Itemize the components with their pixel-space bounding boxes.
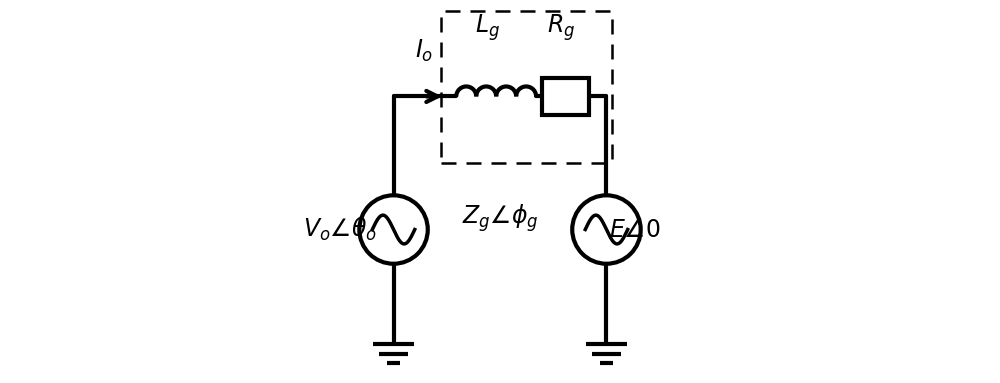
Text: $V_o\angle\theta_o$: $V_o\angle\theta_o$: [303, 216, 377, 243]
Text: $Z_g\angle\phi_g$: $Z_g\angle\phi_g$: [462, 202, 538, 234]
Text: $R_g$: $R_g$: [547, 13, 575, 43]
Text: $I_o$: $I_o$: [415, 38, 433, 64]
Text: $L_g$: $L_g$: [475, 13, 500, 43]
Bar: [542, 79, 589, 115]
Text: $E\angle 0$: $E\angle 0$: [609, 218, 661, 242]
